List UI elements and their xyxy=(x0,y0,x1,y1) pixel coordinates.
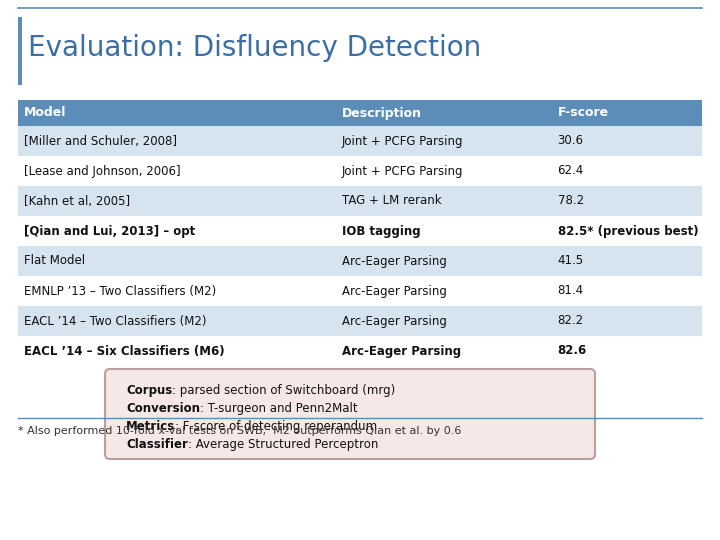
Text: 81.4: 81.4 xyxy=(557,285,584,298)
Text: [Kahn et al, 2005]: [Kahn et al, 2005] xyxy=(24,194,130,207)
Text: EMNLP ’13 – Two Classifiers (M2): EMNLP ’13 – Two Classifiers (M2) xyxy=(24,285,216,298)
Bar xyxy=(18,126,702,156)
Text: : Average Structured Perceptron: : Average Structured Perceptron xyxy=(188,438,378,451)
Text: Model: Model xyxy=(24,106,66,119)
Bar xyxy=(18,186,702,216)
Text: Joint + PCFG Parsing: Joint + PCFG Parsing xyxy=(342,134,464,147)
Text: F-score: F-score xyxy=(557,106,608,119)
Text: * Also performed 10-fold x-val tests on SWB,  M2 outperforms Qian et al. by 0.6: * Also performed 10-fold x-val tests on … xyxy=(18,426,462,436)
Bar xyxy=(18,216,702,246)
Bar xyxy=(18,156,702,186)
Text: Conversion: Conversion xyxy=(126,402,200,415)
Text: 78.2: 78.2 xyxy=(557,194,584,207)
Bar xyxy=(18,276,702,306)
Text: 30.6: 30.6 xyxy=(557,134,583,147)
Text: Metrics: Metrics xyxy=(126,420,175,433)
Bar xyxy=(18,17,22,85)
Bar xyxy=(18,336,702,366)
Text: 82.2: 82.2 xyxy=(557,314,584,327)
Text: 82.6: 82.6 xyxy=(557,345,587,357)
Text: 41.5: 41.5 xyxy=(557,254,584,267)
Text: : F-score of detecting reperandum: : F-score of detecting reperandum xyxy=(175,420,377,433)
Text: Corpus: Corpus xyxy=(126,384,172,397)
Text: Arc-Eager Parsing: Arc-Eager Parsing xyxy=(342,254,447,267)
Text: Classifier: Classifier xyxy=(126,438,188,451)
Text: [Qian and Lui, 2013] – opt: [Qian and Lui, 2013] – opt xyxy=(24,225,195,238)
FancyBboxPatch shape xyxy=(105,369,595,459)
Text: Arc-Eager Parsing: Arc-Eager Parsing xyxy=(342,314,447,327)
Text: Flat Model: Flat Model xyxy=(24,254,85,267)
Text: IOB tagging: IOB tagging xyxy=(342,225,420,238)
Text: EACL ’14 – Six Classifiers (M6): EACL ’14 – Six Classifiers (M6) xyxy=(24,345,225,357)
Text: EACL ’14 – Two Classifiers (M2): EACL ’14 – Two Classifiers (M2) xyxy=(24,314,207,327)
Text: [Lease and Johnson, 2006]: [Lease and Johnson, 2006] xyxy=(24,165,181,178)
Text: 62.4: 62.4 xyxy=(557,165,584,178)
Text: 82.5* (previous best): 82.5* (previous best) xyxy=(557,225,698,238)
Text: TAG + LM rerank: TAG + LM rerank xyxy=(342,194,441,207)
Text: Evaluation: Disfluency Detection: Evaluation: Disfluency Detection xyxy=(28,34,481,62)
Bar xyxy=(18,100,702,126)
Text: Description: Description xyxy=(342,106,422,119)
Text: Arc-Eager Parsing: Arc-Eager Parsing xyxy=(342,345,462,357)
Text: Joint + PCFG Parsing: Joint + PCFG Parsing xyxy=(342,165,464,178)
Text: [Miller and Schuler, 2008]: [Miller and Schuler, 2008] xyxy=(24,134,177,147)
Text: Arc-Eager Parsing: Arc-Eager Parsing xyxy=(342,285,447,298)
Text: : T-surgeon and Penn2Malt: : T-surgeon and Penn2Malt xyxy=(200,402,358,415)
Bar xyxy=(18,246,702,276)
Text: : parsed section of Switchboard (mrg): : parsed section of Switchboard (mrg) xyxy=(172,384,395,397)
Bar xyxy=(18,306,702,336)
